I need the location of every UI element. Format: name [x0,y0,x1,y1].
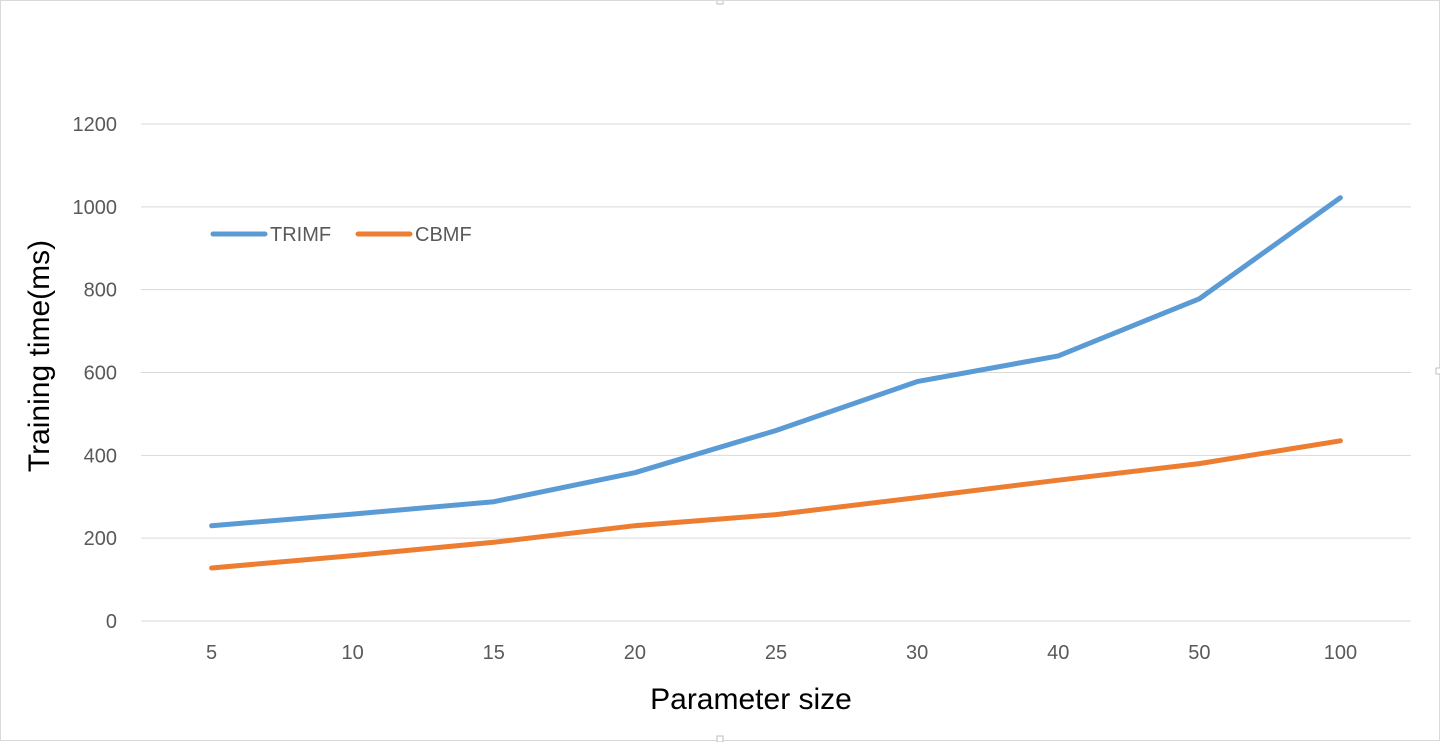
y-tick-label: 0 [106,611,117,633]
x-tick-label: 25 [765,642,787,664]
y-tick-label: 400 [84,445,117,467]
series-line-cbmf [209,438,1343,571]
y-tick-label: 1000 [73,197,118,219]
x-tick-label: 30 [906,642,928,664]
x-tick-label: 20 [624,642,646,664]
frame-handle-bottom[interactable] [716,735,724,742]
x-axis-tick-labels: 5 10 15 20 25 30 40 50 100 [206,642,1357,664]
frame-handle-right[interactable] [1435,367,1440,375]
x-tick-label: 15 [483,642,505,664]
x-tick-label: 100 [1324,642,1357,664]
series-line-trimf [209,195,1343,529]
y-tick-label: 200 [84,528,117,550]
x-tick-label: 5 [206,642,217,664]
y-tick-label: 1200 [73,114,118,136]
y-tick-label: 600 [84,363,117,385]
y-tick-label: 800 [84,280,117,302]
legend: TRIMF CBMF [210,224,472,246]
gridlines [141,123,1411,622]
series-lines [209,195,1343,571]
legend-label-trimf: TRIMF [270,224,331,246]
x-axis-title: Parameter size [650,683,852,716]
y-axis-tick-labels: 0 200 400 600 800 1000 1200 [73,114,118,633]
y-axis-title: Training time(ms) [23,240,56,472]
frame-handle-top[interactable] [716,1,724,5]
x-tick-label: 50 [1188,642,1210,664]
x-tick-label: 40 [1047,642,1069,664]
x-tick-label: 10 [342,642,364,664]
legend-label-cbmf: CBMF [415,224,472,246]
